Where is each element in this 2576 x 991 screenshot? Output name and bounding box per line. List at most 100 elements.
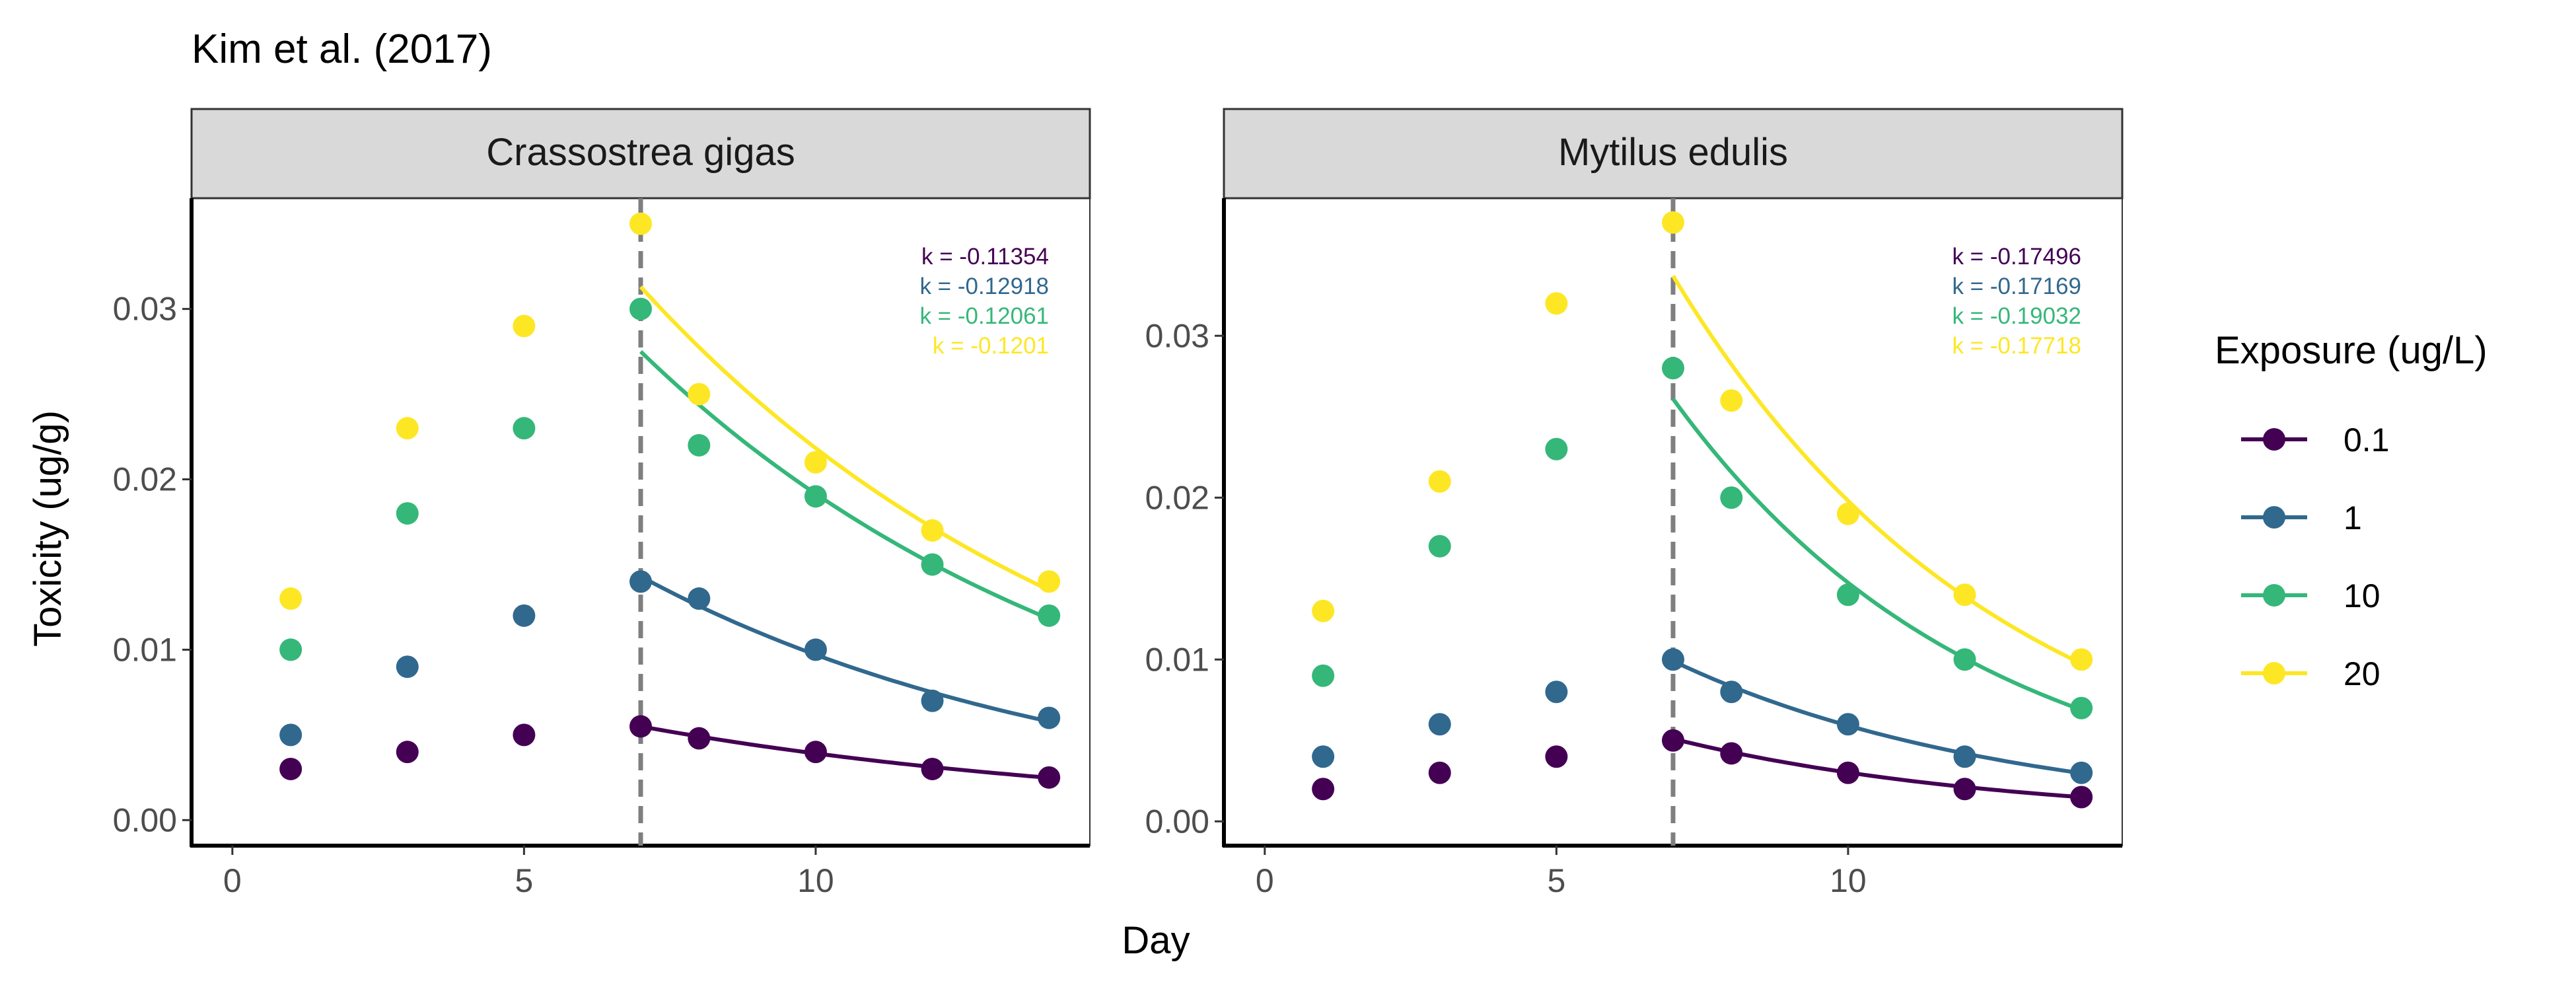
y-tick-label: 0.02 <box>113 461 177 498</box>
data-point-20 <box>1545 292 1568 315</box>
data-point-10 <box>513 417 536 440</box>
data-point-20 <box>2070 648 2093 671</box>
data-point-1 <box>688 587 711 610</box>
y-tick-label: 0.03 <box>1145 317 1209 354</box>
data-point-1 <box>1662 648 1684 671</box>
legend-entries: 0.1 1 10 20 <box>2241 422 2390 692</box>
y-tick-label: 0.03 <box>113 291 177 328</box>
y-axis-title: Toxicity (ug/g) <box>26 410 69 647</box>
strip-background <box>1223 108 2124 200</box>
fit-curve-20 <box>639 285 1050 592</box>
data-point-0.1 <box>1038 766 1061 789</box>
panel-2: Mytilus edulis 0.00 0.01 0.02 0.03 0 5 10 k = -0… <box>1145 108 2124 899</box>
data-point-0.1 <box>688 727 711 750</box>
legend-title: Exposure (ug/L) <box>2215 329 2487 372</box>
data-point-10 <box>921 553 944 576</box>
data-point-20 <box>629 212 652 235</box>
k-label-1: k = -0.12918 <box>919 274 1049 299</box>
data-point-0.1 <box>2070 786 2093 809</box>
k-label-1: k = -0.17169 <box>1952 274 2081 299</box>
data-point-0.1 <box>1836 761 1859 784</box>
data-point-10 <box>804 485 827 508</box>
legend-label: 1 <box>2343 499 2362 536</box>
x-tick-label: 0 <box>1256 862 1274 899</box>
panels: Crassostrea gigas 0.00 0.01 0.02 0.03 0 5 10 k =… <box>113 108 2124 899</box>
y-tick-label: 0.02 <box>1145 479 1209 516</box>
legend-key-point <box>2263 662 2285 684</box>
x-axis-title: Day <box>1122 919 1190 962</box>
data-point-20 <box>396 417 419 440</box>
data-point-20 <box>1953 583 1976 606</box>
data-point-1 <box>1720 680 1743 704</box>
legend: Exposure (ug/L) 0.1 1 10 20 <box>2215 329 2487 692</box>
data-point-20 <box>1720 389 1743 412</box>
panel-1: Crassostrea gigas 0.00 0.01 0.02 0.03 0 5 10 k =… <box>113 108 1091 899</box>
strip-background <box>190 108 1091 200</box>
data-point-10 <box>279 638 303 661</box>
data-point-20 <box>1038 570 1061 593</box>
legend-key-point <box>2263 428 2285 451</box>
data-point-1 <box>513 604 536 627</box>
x-tick-label: 5 <box>515 862 533 899</box>
data-point-1 <box>1038 706 1061 729</box>
legend-key-point <box>2263 584 2285 606</box>
k-label-20: k = -0.1201 <box>933 333 1049 359</box>
chart-title: Kim et al. (2017) <box>192 26 492 72</box>
y-tick-label: 0.01 <box>1145 641 1209 678</box>
k-label-0.1: k = -0.17496 <box>1952 244 2081 270</box>
data-point-0.1 <box>1545 745 1568 768</box>
data-point-0.1 <box>804 741 827 764</box>
legend-entry: 20 <box>2241 655 2380 692</box>
y-tick-label: 0.00 <box>1145 803 1209 840</box>
data-point-10 <box>1312 664 1335 687</box>
data-point-20 <box>1836 502 1859 525</box>
x-tick-label: 10 <box>1830 862 1867 899</box>
data-point-1 <box>1953 745 1976 768</box>
x-tick-label: 0 <box>223 862 242 899</box>
data-point-20 <box>1312 599 1335 622</box>
data-point-10 <box>1720 486 1743 509</box>
data-point-10 <box>688 433 711 457</box>
data-point-20 <box>688 383 711 406</box>
data-point-20 <box>921 519 944 542</box>
data-point-10 <box>1953 648 1976 671</box>
data-point-20 <box>1662 211 1684 234</box>
k-label-0.1: k = -0.11354 <box>921 244 1049 270</box>
k-label-10: k = -0.12061 <box>919 303 1049 329</box>
data-point-1 <box>629 570 652 593</box>
x-tick-label: 5 <box>1547 862 1565 899</box>
data-point-1 <box>2070 761 2093 784</box>
data-point-10 <box>1662 357 1684 380</box>
data-point-10 <box>1545 437 1568 460</box>
data-point-10 <box>1038 604 1061 627</box>
data-point-10 <box>2070 696 2093 719</box>
fit-curve-10 <box>1671 398 2083 712</box>
data-point-0.1 <box>513 723 536 747</box>
legend-entry: 0.1 <box>2241 422 2390 459</box>
data-point-1 <box>1428 713 1451 736</box>
y-tick-label: 0.01 <box>113 631 177 668</box>
data-point-1 <box>279 723 303 747</box>
data-point-10 <box>1428 534 1451 558</box>
data-point-10 <box>629 297 652 320</box>
data-point-20 <box>279 587 303 610</box>
strip-label: Mytilus edulis <box>1558 131 1788 174</box>
data-point-0.1 <box>1720 742 1743 765</box>
fit-curve-10 <box>639 349 1050 621</box>
data-point-0.1 <box>1312 778 1335 801</box>
data-point-0.1 <box>1428 761 1451 784</box>
data-point-0.1 <box>629 715 652 738</box>
fit-curve-20 <box>1671 275 2083 666</box>
data-point-0.1 <box>1662 729 1684 752</box>
data-point-1 <box>921 689 944 712</box>
data-point-1 <box>1836 713 1859 736</box>
data-point-10 <box>1836 583 1859 606</box>
legend-entry: 10 <box>2241 577 2380 614</box>
strip-label: Crassostrea gigas <box>486 131 795 174</box>
data-point-0.1 <box>1953 778 1976 801</box>
data-point-1 <box>1545 680 1568 704</box>
legend-label: 10 <box>2343 577 2380 614</box>
k-label-10: k = -0.19032 <box>1952 303 2081 329</box>
data-point-1 <box>804 638 827 661</box>
